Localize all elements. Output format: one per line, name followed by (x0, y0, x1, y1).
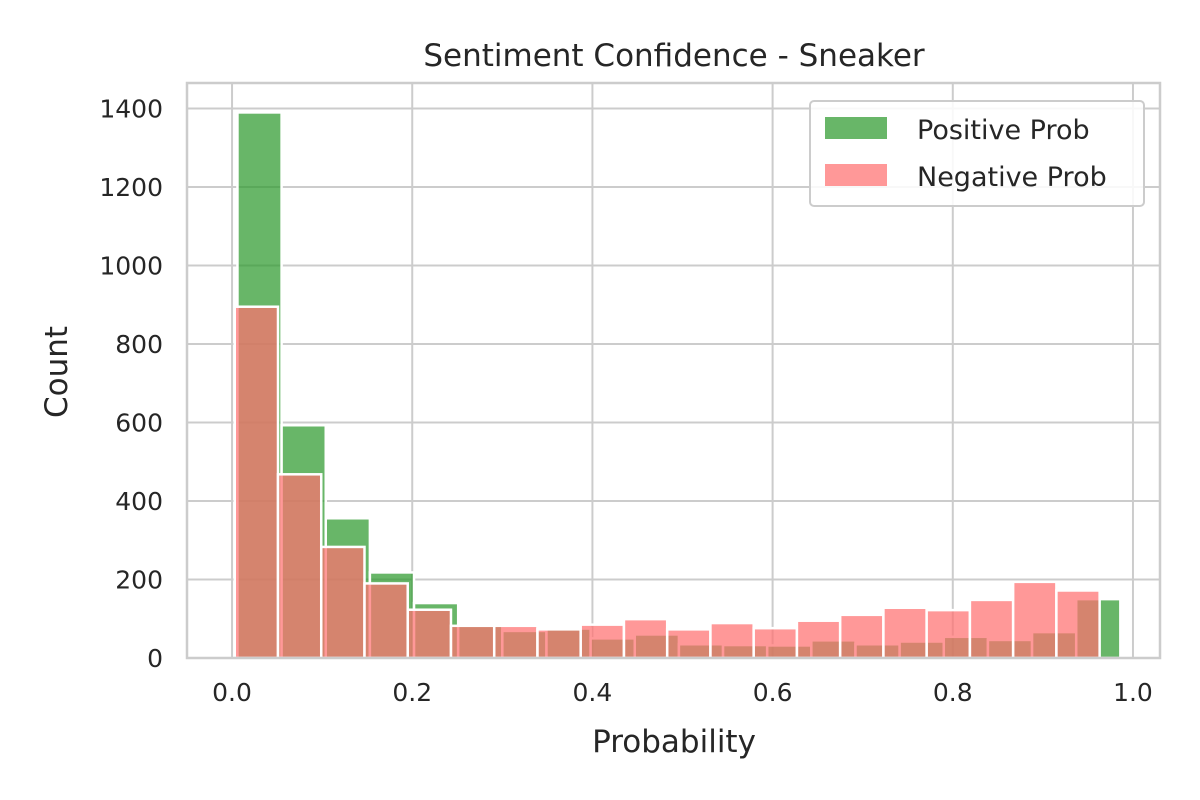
y-tick-label: 1000 (99, 252, 163, 281)
x-axis-label: Probability (592, 724, 756, 760)
bar (925, 608, 972, 660)
x-tick-label: 0.6 (753, 678, 793, 707)
y-tick-label: 800 (115, 330, 163, 359)
y-tick-label: 600 (115, 409, 163, 438)
legend-label-negative: Negative Prob (917, 162, 1107, 193)
y-tick-label: 0 (147, 644, 163, 673)
x-tick-label: 0.4 (573, 678, 613, 707)
legend: Positive Prob Negative Prob (809, 100, 1145, 207)
bar (709, 621, 755, 660)
bar (492, 624, 539, 660)
bar (363, 582, 409, 660)
bar (665, 628, 712, 660)
x-tick-label: 1.0 (1113, 678, 1153, 707)
bar (752, 626, 799, 660)
bar (449, 624, 496, 660)
bar (1055, 589, 1101, 660)
y-tick-label: 1400 (99, 95, 163, 124)
bar (579, 623, 626, 660)
bar (233, 305, 280, 660)
y-tick-label: 400 (115, 487, 163, 516)
chart-title: Sentiment Confidence - Sneaker (423, 38, 925, 74)
y-axis-label: Count (39, 326, 75, 418)
bar (536, 628, 582, 660)
bars (233, 111, 1122, 660)
bar (622, 617, 669, 660)
bar (406, 608, 453, 660)
legend-swatch-negative (825, 164, 887, 186)
x-tick-label: 0.2 (392, 678, 432, 707)
y-tick-labels: 0 200 400 600 800 1000 1200 1400 (99, 95, 163, 673)
bar (276, 473, 323, 660)
bar (319, 545, 366, 660)
y-tick-label: 200 (115, 566, 163, 595)
legend-frame (809, 100, 1145, 207)
bar (795, 619, 842, 660)
series-negative (233, 305, 1101, 660)
bar (968, 598, 1015, 660)
x-tick-label: 0.0 (212, 678, 252, 707)
x-tick-label: 0.8 (933, 678, 973, 707)
bar (838, 613, 885, 660)
y-tick-label: 1200 (99, 173, 163, 202)
bar (882, 606, 928, 660)
x-tick-labels: 0.0 0.2 0.4 0.6 0.8 1.0 (212, 678, 1153, 707)
legend-swatch-positive (825, 117, 887, 139)
bar (1011, 580, 1058, 660)
legend-label-positive: Positive Prob (917, 115, 1090, 146)
plot-frame (185, 81, 1162, 660)
